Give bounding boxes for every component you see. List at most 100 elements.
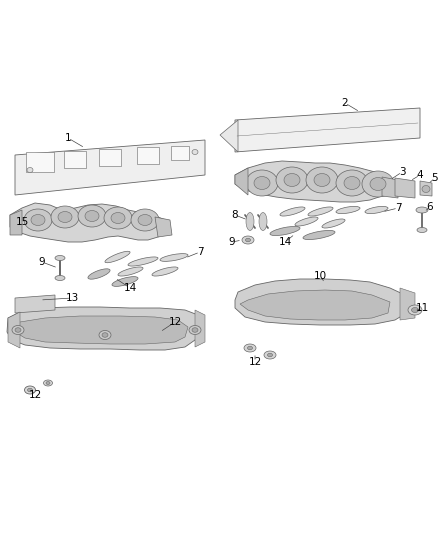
Ellipse shape [322, 219, 345, 228]
Polygon shape [137, 147, 159, 164]
Text: 11: 11 [415, 303, 429, 313]
Ellipse shape [247, 346, 252, 350]
Polygon shape [155, 217, 172, 237]
Ellipse shape [306, 167, 338, 193]
Ellipse shape [131, 209, 159, 231]
Ellipse shape [43, 380, 53, 386]
Ellipse shape [192, 149, 198, 155]
Polygon shape [395, 178, 415, 198]
Text: 9: 9 [39, 257, 45, 267]
Polygon shape [195, 310, 205, 347]
Polygon shape [7, 307, 202, 350]
Ellipse shape [276, 167, 308, 193]
Ellipse shape [246, 238, 251, 242]
Ellipse shape [264, 351, 276, 359]
Text: 7: 7 [197, 247, 203, 257]
Text: 14: 14 [279, 237, 292, 247]
Text: 12: 12 [28, 390, 42, 400]
Ellipse shape [365, 206, 388, 214]
Polygon shape [15, 140, 205, 195]
Ellipse shape [336, 206, 360, 214]
Ellipse shape [344, 176, 360, 190]
Ellipse shape [15, 328, 21, 332]
Ellipse shape [128, 257, 158, 266]
Polygon shape [171, 146, 189, 160]
Polygon shape [420, 181, 432, 196]
Polygon shape [220, 120, 238, 152]
Polygon shape [99, 149, 121, 166]
Ellipse shape [118, 267, 143, 276]
Ellipse shape [254, 176, 270, 190]
Ellipse shape [27, 167, 33, 173]
Polygon shape [235, 108, 420, 152]
Ellipse shape [24, 209, 52, 231]
Ellipse shape [308, 207, 333, 216]
Ellipse shape [112, 277, 138, 286]
Text: 6: 6 [427, 202, 433, 212]
Polygon shape [240, 290, 390, 320]
Ellipse shape [46, 382, 50, 384]
Ellipse shape [362, 171, 394, 197]
Ellipse shape [189, 326, 201, 335]
Ellipse shape [192, 328, 198, 332]
Polygon shape [382, 177, 398, 198]
Ellipse shape [102, 333, 108, 337]
Ellipse shape [105, 251, 130, 263]
Text: 15: 15 [15, 217, 28, 227]
Text: 10: 10 [314, 271, 327, 281]
Polygon shape [235, 279, 408, 325]
Ellipse shape [270, 227, 300, 236]
Ellipse shape [51, 206, 79, 228]
Polygon shape [400, 288, 415, 320]
Polygon shape [26, 152, 54, 172]
Polygon shape [10, 210, 22, 235]
Polygon shape [8, 312, 20, 348]
Ellipse shape [295, 217, 318, 226]
Ellipse shape [242, 236, 254, 244]
Text: 12: 12 [168, 317, 182, 327]
Ellipse shape [246, 213, 254, 230]
Ellipse shape [314, 174, 330, 187]
Polygon shape [15, 316, 188, 344]
Text: 5: 5 [432, 173, 438, 183]
Text: 14: 14 [124, 283, 137, 293]
Ellipse shape [55, 255, 65, 261]
Text: 1: 1 [65, 133, 71, 143]
Ellipse shape [416, 207, 428, 213]
Ellipse shape [25, 386, 35, 394]
Ellipse shape [104, 207, 132, 229]
Ellipse shape [58, 212, 72, 222]
Polygon shape [10, 203, 168, 242]
Ellipse shape [280, 207, 305, 216]
Ellipse shape [408, 305, 422, 315]
Ellipse shape [422, 185, 430, 192]
Polygon shape [235, 168, 248, 195]
Ellipse shape [111, 213, 125, 223]
Text: 9: 9 [229, 237, 235, 247]
Ellipse shape [88, 269, 110, 279]
Ellipse shape [31, 214, 45, 225]
Ellipse shape [99, 330, 111, 340]
Ellipse shape [78, 205, 106, 227]
Ellipse shape [160, 254, 188, 261]
Ellipse shape [268, 353, 272, 357]
Text: 4: 4 [417, 170, 423, 180]
Text: 8: 8 [232, 210, 238, 220]
Ellipse shape [12, 326, 24, 335]
Ellipse shape [138, 214, 152, 225]
Text: 7: 7 [395, 203, 401, 213]
Ellipse shape [303, 230, 335, 239]
Polygon shape [64, 150, 86, 167]
Text: 13: 13 [65, 293, 79, 303]
Polygon shape [235, 161, 390, 202]
Ellipse shape [411, 308, 418, 312]
Text: 2: 2 [342, 98, 348, 108]
Text: 3: 3 [399, 167, 405, 177]
Text: 12: 12 [248, 357, 261, 367]
Ellipse shape [370, 177, 386, 190]
Ellipse shape [336, 170, 368, 196]
Ellipse shape [85, 211, 99, 222]
Ellipse shape [28, 388, 32, 392]
Polygon shape [15, 295, 55, 313]
Ellipse shape [246, 170, 278, 196]
